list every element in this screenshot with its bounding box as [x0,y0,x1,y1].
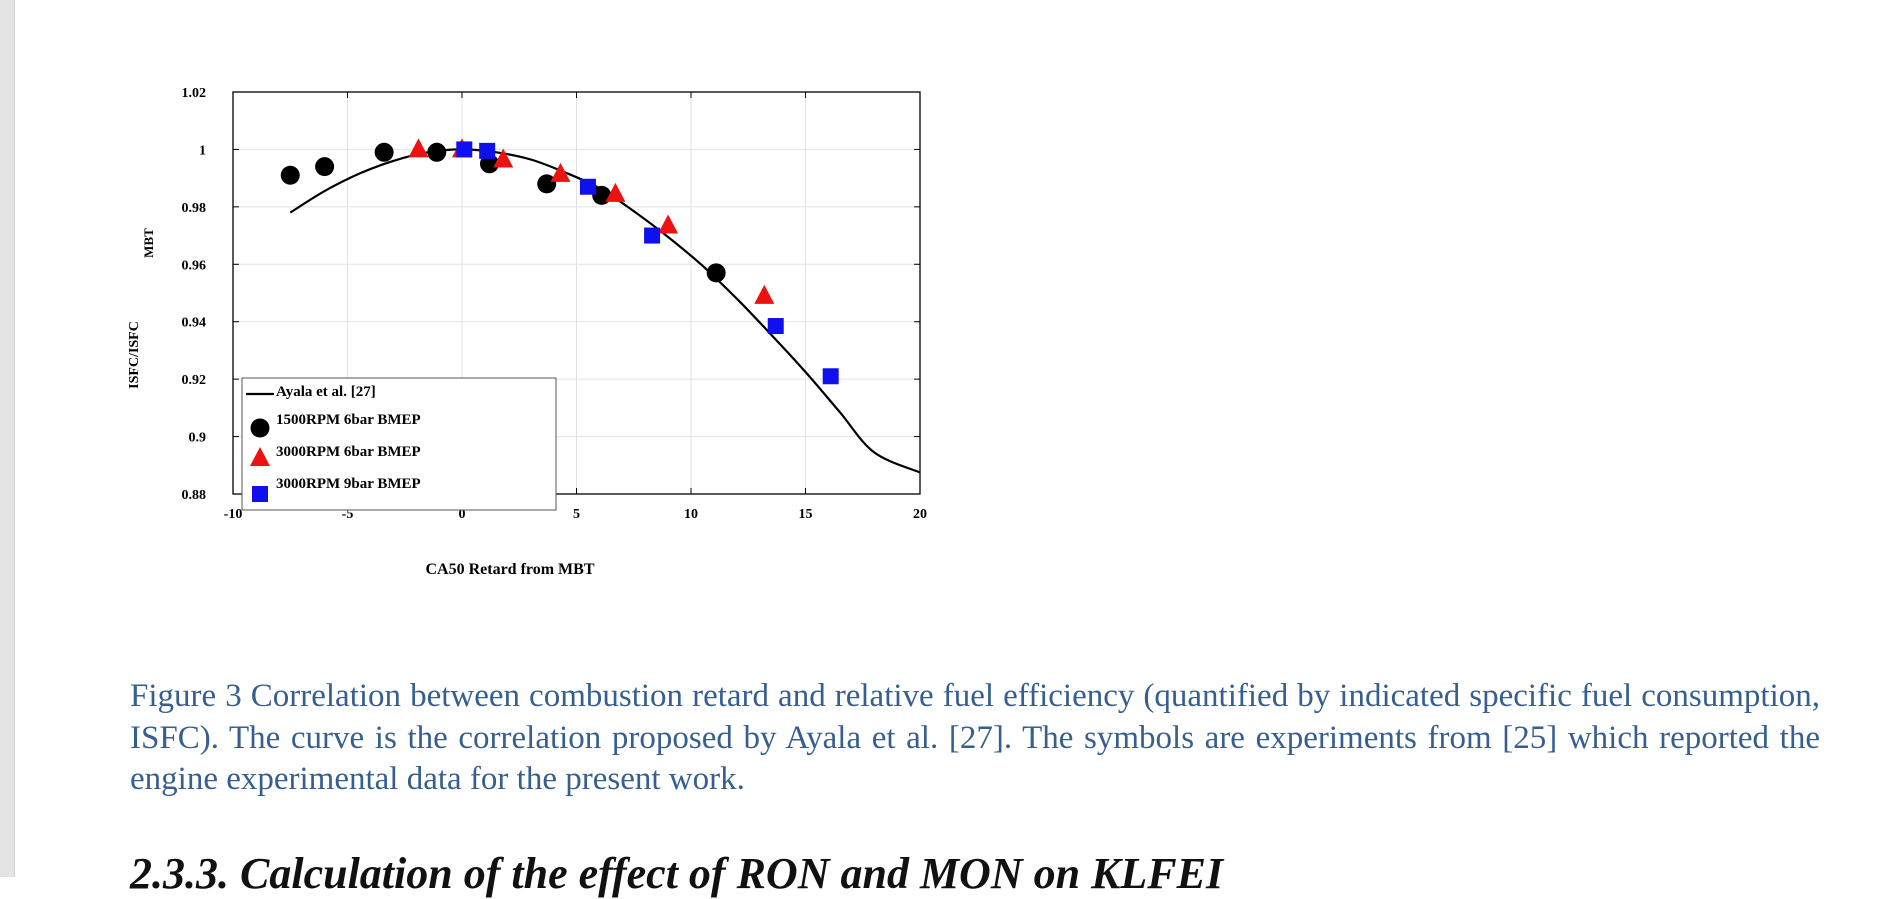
data-point-3000rpm-6bar [408,138,429,158]
legend-square-swatch [252,486,268,502]
data-point-3000rpm-9bar [822,368,839,385]
isfc-retard-figure: -10 -5 0 5 10 15 20 0.88 0.9 0.92 0.94 0.96 0.98 1 1.0… [127,86,928,578]
data-point-3000rpm-9bar [767,318,784,335]
plot-area: -10 -5 0 5 10 15 20 0.88 0.9 0.92 0.94 0.96 0.98 1 1.0… [182,86,928,522]
viewer-left-edge [0,0,15,877]
x-tick-label: -10 [224,507,243,522]
data-point-3000rpm-6bar [550,162,571,182]
y-tick-label: 0.98 [182,201,207,216]
y-tick-label: 0.96 [182,258,207,273]
y-tick-label: 0.94 [182,316,207,331]
data-point-3000rpm-9bar [456,141,473,158]
data-point-1500rpm-6bar [706,263,726,283]
data-point-1500rpm-6bar [479,154,499,174]
data-point-1500rpm-6bar [280,165,300,185]
data-point-3000rpm-6bar [605,182,626,202]
y-tick-label: 0.9 [189,431,207,446]
data-point-3000rpm-9bar [479,142,496,159]
legend-label-3000rpm-6bar: 3000RPM 6bar BMEP [276,444,421,460]
x-axis-label: CA50 Retard from MBT [425,561,594,578]
legend: Ayala et al. [27] 1500RPM 6bar BMEP 3000… [241,377,557,511]
data-point-3000rpm-6bar [658,214,679,234]
data-point-3000rpm-9bar [644,227,661,244]
data-point-3000rpm-9bar [579,178,596,195]
y-tick-label: 1 [199,143,206,158]
y-tick-label: 0.88 [182,488,207,503]
section-heading: 2.3.3. Calculation of the effect of RON … [130,849,1224,898]
y-tick-label: 0.92 [182,373,207,388]
x-tick-label: 5 [573,507,580,522]
data-point-1500rpm-6bar [374,142,394,162]
x-tick-label: 20 [913,507,927,522]
legend-circle-swatch [250,418,270,438]
series-layer [280,138,921,474]
legend-label-1500rpm-6bar: 1500RPM 6bar BMEP [276,412,421,428]
data-point-3000rpm-6bar [493,148,514,168]
y-axis-label-main: ISFC/ISFC [127,321,142,389]
x-tick-label: 15 [799,507,813,522]
figure-caption: Figure 3 Correlation between combustion … [130,678,1820,797]
data-point-1500rpm-6bar [537,174,557,194]
data-point-1500rpm-6bar [315,157,335,177]
data-point-3000rpm-6bar [754,284,775,304]
y-tick-label: 1.02 [182,86,207,101]
x-tick-label: 10 [684,507,698,522]
y-axis-label: ISFC/ISFC MBT [127,228,156,389]
y-axis-label-subscript: MBT [141,228,156,258]
legend-label-3000rpm-9bar: 3000RPM 9bar BMEP [276,476,421,492]
data-point-1500rpm-6bar [427,142,447,162]
x-tick-label: 0 [459,507,466,522]
legend-box [241,377,557,511]
legend-triangle-swatch [250,447,270,466]
legend-label-ayala: Ayala et al. [27] [276,384,376,400]
axis-ticks: -10 -5 0 5 10 15 20 0.88 0.9 0.92 0.94 0.96 0.98 1 1.0… [182,86,928,522]
x-tick-label: -5 [342,507,354,522]
